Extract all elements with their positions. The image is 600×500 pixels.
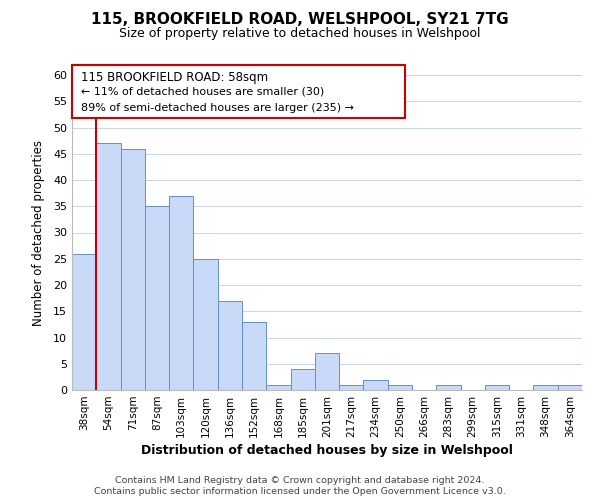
Bar	[218, 300, 242, 390]
Bar	[72, 254, 96, 390]
Text: 115, BROOKFIELD ROAD, WELSHPOOL, SY21 7TG: 115, BROOKFIELD ROAD, WELSHPOOL, SY21 7T…	[91, 12, 509, 28]
Y-axis label: Number of detached properties: Number of detached properties	[32, 140, 44, 326]
Bar	[436, 385, 461, 390]
Bar	[315, 353, 339, 390]
Bar	[533, 385, 558, 390]
Text: ← 11% of detached houses are smaller (30): ← 11% of detached houses are smaller (30…	[81, 87, 324, 97]
Bar	[96, 143, 121, 390]
Bar	[388, 385, 412, 390]
Bar	[558, 385, 582, 390]
Bar	[339, 385, 364, 390]
Bar	[242, 322, 266, 390]
X-axis label: Distribution of detached houses by size in Welshpool: Distribution of detached houses by size …	[141, 444, 513, 457]
Bar	[364, 380, 388, 390]
Bar	[193, 259, 218, 390]
Text: 89% of semi-detached houses are larger (235) →: 89% of semi-detached houses are larger (…	[81, 103, 354, 113]
Bar	[169, 196, 193, 390]
Text: Size of property relative to detached houses in Welshpool: Size of property relative to detached ho…	[119, 28, 481, 40]
Text: Contains HM Land Registry data © Crown copyright and database right 2024.: Contains HM Land Registry data © Crown c…	[115, 476, 485, 485]
Text: 115 BROOKFIELD ROAD: 58sqm: 115 BROOKFIELD ROAD: 58sqm	[81, 71, 268, 84]
Text: Contains public sector information licensed under the Open Government Licence v3: Contains public sector information licen…	[94, 488, 506, 496]
Bar	[266, 385, 290, 390]
Bar	[485, 385, 509, 390]
Bar	[121, 148, 145, 390]
Bar	[145, 206, 169, 390]
Bar	[290, 369, 315, 390]
